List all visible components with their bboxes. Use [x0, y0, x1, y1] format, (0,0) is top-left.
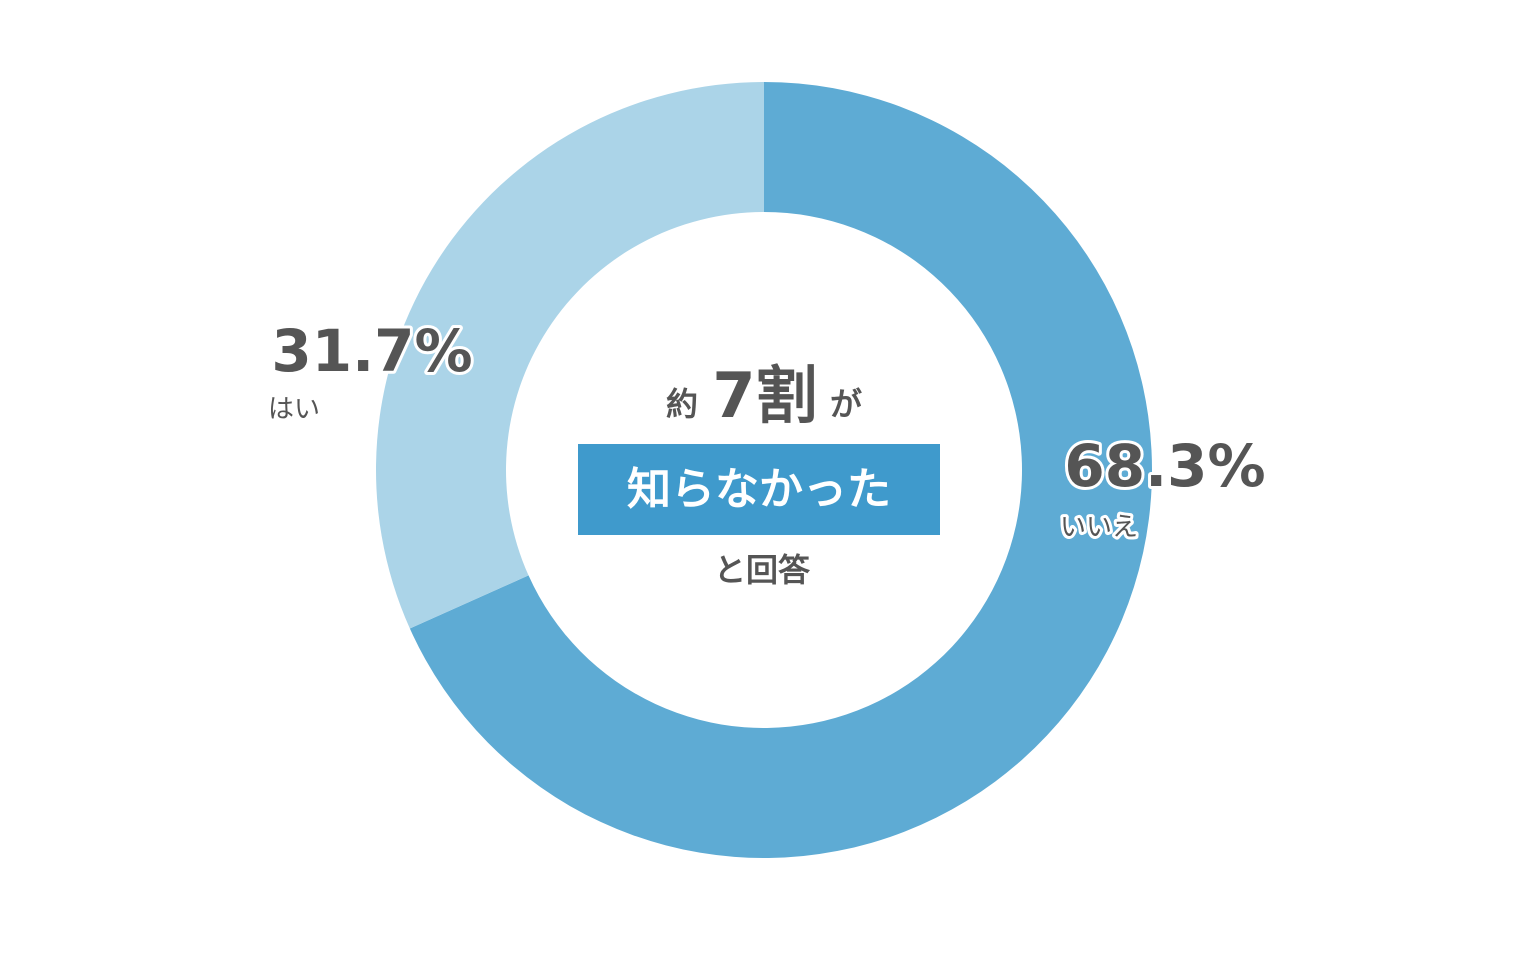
- center-text: が: [830, 385, 862, 423]
- value-label: 68.3%: [1064, 432, 1265, 500]
- center-text: 約: [666, 385, 698, 423]
- highlight-box: [578, 444, 940, 535]
- center-text: と回答: [714, 551, 811, 589]
- value-label: 31.7%: [271, 317, 472, 385]
- category-label: いいえ: [1060, 513, 1138, 543]
- center-highlight: 知らなかった: [627, 464, 891, 515]
- slice: [375, 82, 764, 629]
- center-text: 7割: [712, 359, 817, 432]
- category-label: はい: [268, 395, 320, 425]
- slices: [375, 82, 1152, 859]
- slice: [409, 82, 1152, 859]
